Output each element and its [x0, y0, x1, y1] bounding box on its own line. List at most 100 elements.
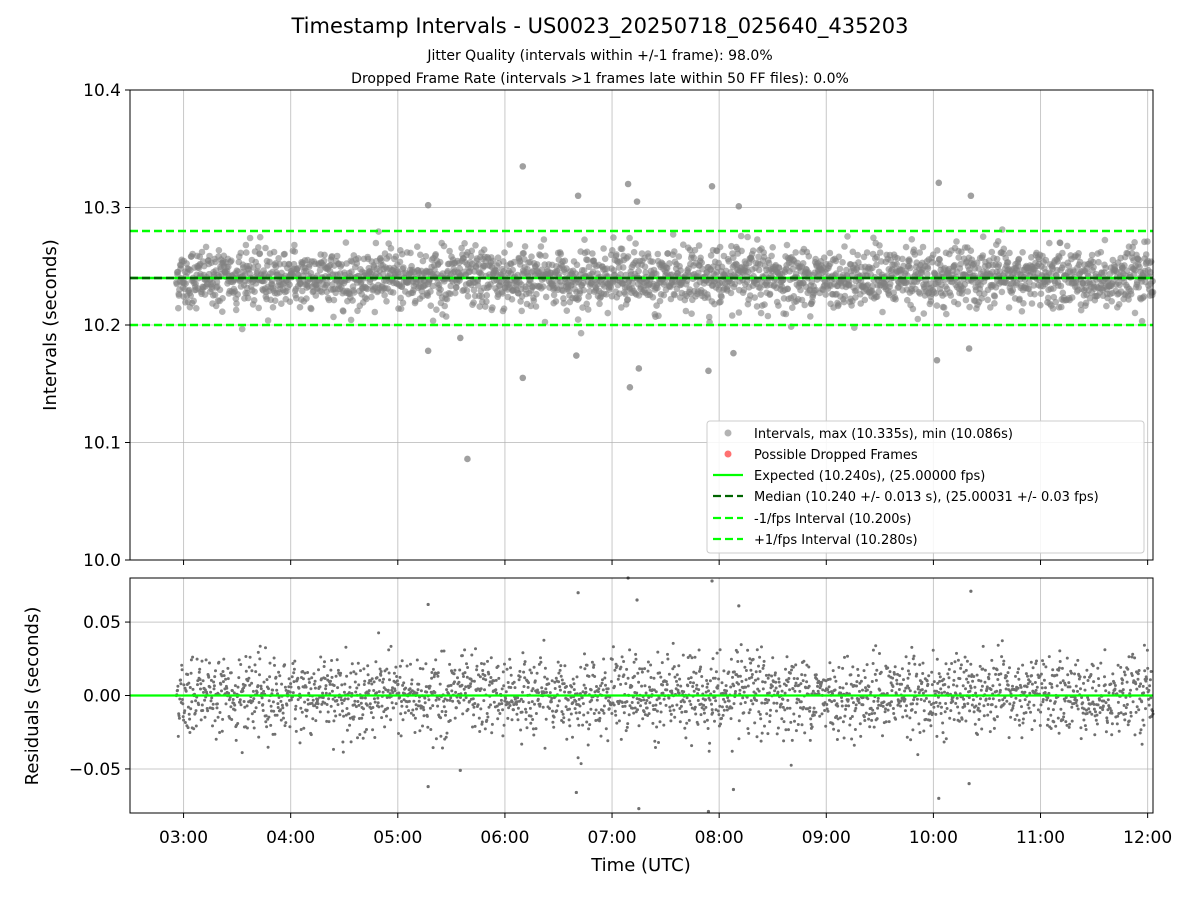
residual-point: [607, 707, 611, 711]
residual-point: [534, 727, 538, 731]
residual-point: [781, 697, 785, 701]
residual-point: [706, 727, 710, 730]
residual-point: [528, 668, 532, 672]
residual-point: [653, 739, 657, 743]
residual-point: [568, 690, 572, 694]
residual-point: [361, 736, 365, 740]
interval-point: [727, 289, 735, 297]
residual-point: [584, 686, 588, 690]
residual-point: [699, 713, 703, 717]
residual-point: [696, 699, 700, 702]
residual-point: [179, 678, 183, 682]
residual-point: [449, 696, 453, 700]
residual-point: [463, 671, 467, 675]
residual-point: [471, 697, 475, 701]
residual-point: [739, 702, 743, 706]
residual-point: [445, 698, 449, 702]
residual-point: [600, 681, 604, 685]
residual-point: [564, 705, 568, 709]
residual-point: [573, 707, 577, 711]
interval-point: [228, 257, 235, 265]
residual-point: [862, 669, 866, 673]
residual-point: [244, 669, 248, 673]
residual-point: [881, 734, 884, 738]
residual-point: [192, 727, 196, 731]
residual-point: [844, 682, 848, 686]
residual-point: [291, 691, 295, 695]
residual-point: [556, 660, 560, 664]
residual-point: [237, 658, 241, 662]
interval-point: [854, 251, 861, 259]
residual-point: [604, 683, 607, 687]
residual-point: [395, 675, 399, 678]
residual-point: [892, 712, 896, 715]
residual-point: [865, 688, 869, 692]
residual-point: [977, 702, 981, 706]
interval-point: [537, 243, 545, 250]
residual-point: [1008, 666, 1011, 670]
interval-point: [695, 269, 702, 277]
interval-point: [234, 291, 241, 298]
residual-point: [224, 702, 228, 706]
residual-point: [534, 712, 538, 715]
residual-point: [229, 671, 233, 675]
residual-point: [268, 661, 272, 665]
residual-point: [373, 700, 377, 704]
interval-point: [528, 253, 535, 260]
interval-point: [250, 297, 258, 304]
interval-point: [201, 291, 209, 298]
residual-point: [576, 756, 580, 760]
interval-point: [1016, 295, 1023, 303]
residual-point: [400, 704, 404, 708]
interval-point: [1101, 236, 1109, 244]
residual-point: [737, 682, 740, 686]
residual-point: [866, 697, 870, 701]
residual-point: [439, 734, 443, 738]
interval-point: [876, 249, 884, 256]
residual-point: [953, 660, 957, 664]
residual-point: [666, 652, 669, 656]
residual-point: [413, 731, 417, 734]
residual-point: [909, 738, 913, 742]
residual-point: [718, 648, 722, 652]
residual-point: [884, 720, 888, 724]
residual-point: [423, 701, 427, 705]
interval-point: [988, 248, 996, 256]
residual-point: [548, 691, 552, 695]
residual-point: [404, 686, 408, 690]
residual-point: [182, 683, 186, 687]
residual-point: [330, 659, 334, 662]
top-y-tick-label: 10.0: [83, 551, 121, 571]
interval-point: [541, 318, 549, 326]
residual-point: [581, 723, 585, 727]
residual-point: [924, 696, 928, 700]
residual-point: [917, 722, 921, 726]
residual-point: [350, 662, 354, 666]
interval-point: [580, 286, 587, 294]
residual-point: [848, 723, 852, 727]
residual-point: [294, 707, 297, 711]
residual-point: [306, 698, 310, 702]
residual-point: [199, 718, 203, 722]
residual-point: [541, 705, 545, 709]
residual-point: [299, 706, 303, 710]
residual-point: [371, 706, 375, 709]
residual-point: [448, 698, 452, 702]
residual-point: [523, 676, 527, 680]
residual-point: [688, 681, 692, 684]
interval-point: [389, 289, 397, 296]
residual-point: [904, 655, 908, 659]
residual-point: [444, 710, 448, 714]
residual-point: [200, 659, 204, 663]
residual-point: [801, 679, 805, 683]
residual-point: [450, 689, 454, 693]
interval-point: [909, 305, 917, 313]
interval-point: [873, 293, 881, 301]
interval-point: [731, 280, 739, 288]
residual-point: [508, 704, 512, 707]
residual-point: [321, 691, 325, 695]
interval-point: [686, 246, 694, 254]
residual-point: [326, 710, 330, 714]
residual-point: [814, 710, 818, 714]
interval-point: [735, 309, 743, 316]
